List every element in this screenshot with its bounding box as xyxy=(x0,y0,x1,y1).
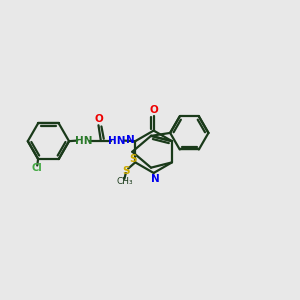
Text: N: N xyxy=(126,135,134,145)
Text: O: O xyxy=(149,105,158,115)
Text: S: S xyxy=(122,166,130,176)
Text: HN: HN xyxy=(75,136,92,146)
Text: O: O xyxy=(94,114,103,124)
Text: CH₃: CH₃ xyxy=(116,177,133,186)
Text: S: S xyxy=(129,154,136,164)
Text: Cl: Cl xyxy=(31,164,42,173)
Text: HN: HN xyxy=(108,136,126,146)
Text: N: N xyxy=(151,174,160,184)
